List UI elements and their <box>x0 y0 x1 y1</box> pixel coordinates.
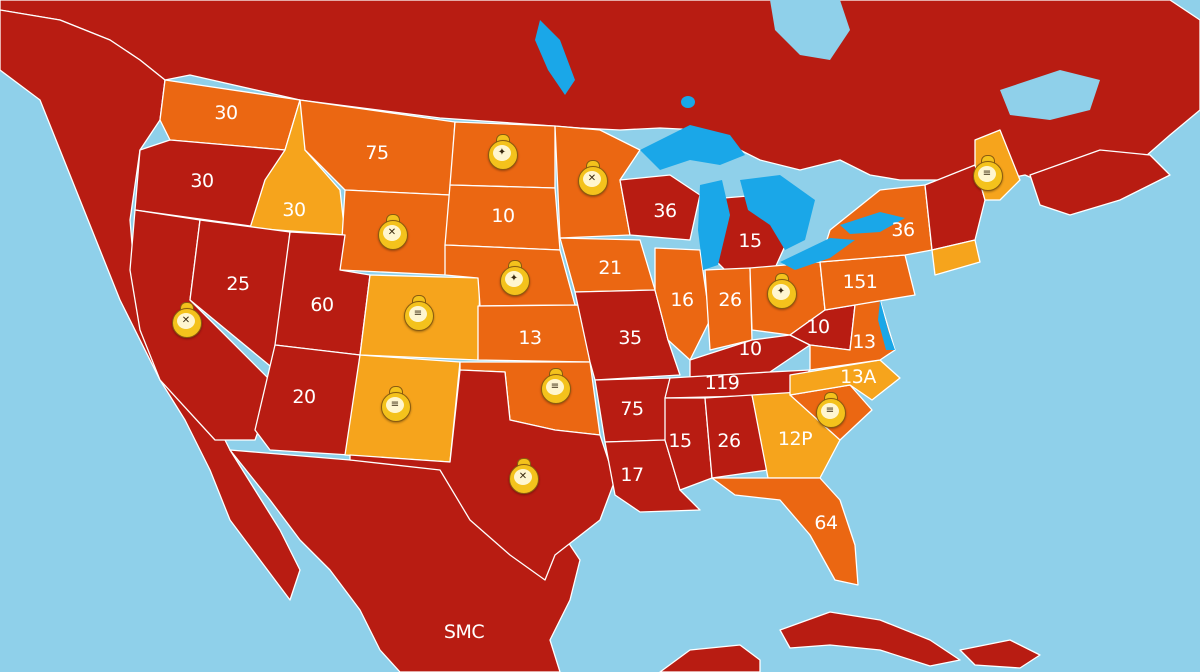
label-nevada: 25 <box>226 273 250 295</box>
marker-minnesota[interactable]: ✕ <box>578 160 608 196</box>
label-arkansas: 75 <box>620 398 644 420</box>
state-texas <box>349 369 616 581</box>
central-america <box>659 644 761 672</box>
label-west-virginia: 10 <box>806 316 830 338</box>
state-new-jersey <box>931 239 981 276</box>
state-mississippi <box>664 397 713 491</box>
label-montana: 75 <box>365 142 389 164</box>
label-georgia: 12P <box>777 428 813 450</box>
lake-michigan <box>698 180 730 270</box>
label-kentucky: 10 <box>738 338 762 360</box>
label-missouri: 35 <box>618 327 642 349</box>
label-south-dakota: 10 <box>491 205 515 227</box>
chesapeake-bay <box>878 300 895 350</box>
lake-huron <box>740 175 815 250</box>
state-arizona <box>254 344 361 456</box>
state-new-england <box>924 164 986 251</box>
label-pennsylvania: 151 <box>842 271 878 293</box>
state-virginia <box>809 299 896 371</box>
label-alabama: 26 <box>717 430 741 452</box>
label-kansas: 13 <box>518 327 542 349</box>
maritimes-land <box>1029 149 1171 216</box>
label-louisiana: 17 <box>620 464 644 486</box>
state-wisconsin <box>619 174 701 241</box>
label-washington: 30 <box>214 102 238 124</box>
label-idaho: 30 <box>282 199 306 221</box>
lake-winnipeg <box>535 20 575 95</box>
lake-erie <box>780 238 855 270</box>
lake-nipigon <box>681 96 695 108</box>
marker-colorado[interactable]: ≡ <box>404 295 434 331</box>
hudson-bay <box>770 0 850 60</box>
label-new-york: 36 <box>891 219 915 241</box>
label-michigan: 15 <box>738 230 762 252</box>
marker-maine[interactable]: ≡ <box>973 155 1003 191</box>
label-florida: 64 <box>814 512 838 534</box>
label-mississippi: 15 <box>668 430 692 452</box>
hispaniola-island <box>959 639 1041 669</box>
marker-new-mexico[interactable]: ≡ <box>381 386 411 422</box>
marker-oklahoma[interactable]: ≡ <box>541 368 571 404</box>
label-utah: 60 <box>310 294 334 316</box>
cuba-island <box>779 611 961 667</box>
lake-ontario <box>840 212 905 234</box>
label-virginia: 13 <box>852 331 876 353</box>
label-tennessee: 119 <box>704 372 740 394</box>
label-mexico: SMC <box>443 621 485 643</box>
label-iowa: 21 <box>598 257 622 279</box>
label-north-carolina: 13A <box>840 366 876 388</box>
label-oregon: 30 <box>190 170 214 192</box>
marker-north-dakota[interactable]: ✦ <box>488 134 518 170</box>
label-arizona: 20 <box>292 386 316 408</box>
marker-texas[interactable]: ✕ <box>509 458 539 494</box>
marker-wyoming[interactable]: ✕ <box>378 214 408 250</box>
label-wisconsin: 36 <box>653 200 677 222</box>
state-florida <box>711 477 859 586</box>
marker-south-carolina[interactable]: ≡ <box>816 392 846 428</box>
marker-ohio[interactable]: ✦ <box>767 273 797 309</box>
marker-california[interactable]: ✕ <box>172 302 202 338</box>
label-indiana: 26 <box>718 289 742 311</box>
label-illinois: 16 <box>670 289 694 311</box>
gulf-st-lawrence <box>1000 70 1100 120</box>
marker-nebraska[interactable]: ✦ <box>500 260 530 296</box>
lake-superior <box>640 125 745 170</box>
